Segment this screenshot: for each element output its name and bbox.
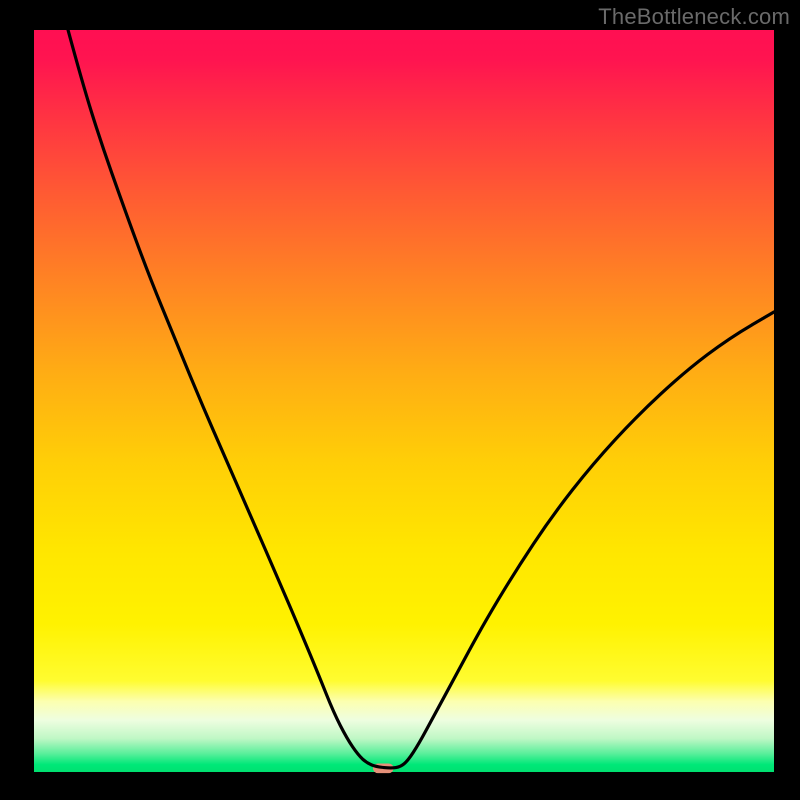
gradient-background: [34, 30, 774, 772]
chart-container: TheBottleneck.com: [0, 0, 800, 800]
bottleneck-curve-chart: [0, 0, 800, 800]
watermark-text: TheBottleneck.com: [598, 4, 790, 30]
